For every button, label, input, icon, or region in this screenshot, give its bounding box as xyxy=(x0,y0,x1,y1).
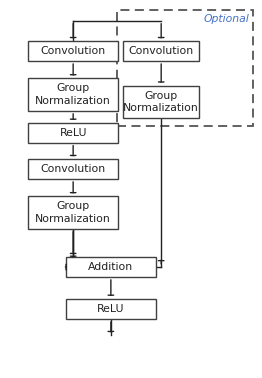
FancyBboxPatch shape xyxy=(28,196,118,229)
Text: Convolution: Convolution xyxy=(41,164,106,174)
Text: Group
Normalization: Group Normalization xyxy=(35,84,111,106)
FancyBboxPatch shape xyxy=(66,299,156,319)
Text: Group
Normalization: Group Normalization xyxy=(123,91,199,113)
FancyBboxPatch shape xyxy=(28,78,118,111)
FancyBboxPatch shape xyxy=(28,41,118,61)
Text: Convolution: Convolution xyxy=(129,46,194,56)
Text: Group
Normalization: Group Normalization xyxy=(35,201,111,224)
FancyBboxPatch shape xyxy=(66,257,156,277)
FancyBboxPatch shape xyxy=(28,123,118,143)
Text: Addition: Addition xyxy=(88,262,133,272)
Text: Optional: Optional xyxy=(204,14,249,24)
Text: ReLU: ReLU xyxy=(59,128,87,138)
FancyBboxPatch shape xyxy=(123,85,199,118)
Text: Convolution: Convolution xyxy=(41,46,106,56)
FancyBboxPatch shape xyxy=(123,41,199,61)
Text: ReLU: ReLU xyxy=(97,304,125,314)
FancyBboxPatch shape xyxy=(28,159,118,179)
